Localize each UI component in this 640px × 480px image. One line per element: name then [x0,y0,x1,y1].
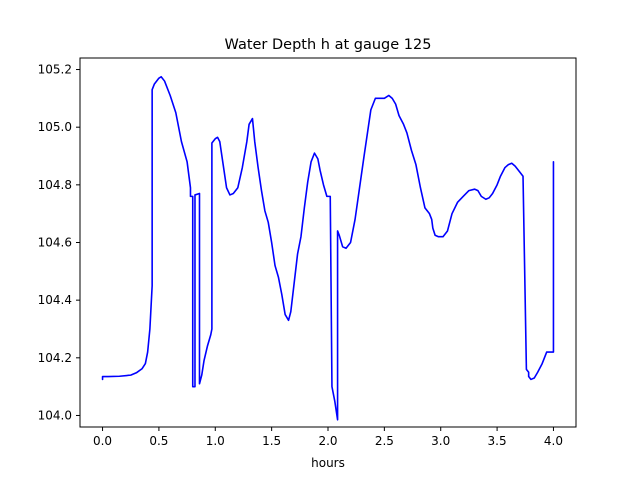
y-tick-label: 104.6 [38,236,72,250]
x-tick-label: 4.0 [544,434,563,448]
y-tick-label: 104.8 [38,178,72,192]
y-tick-label: 105.2 [38,63,72,77]
x-tick-label: 0.0 [93,434,112,448]
x-tick-label: 1.5 [262,434,281,448]
plot-frame [79,57,577,428]
y-tick-label: 104.2 [38,351,72,365]
x-tick-label: 3.0 [431,434,450,448]
x-tick-label: 1.0 [206,434,225,448]
y-tick-label: 105.0 [38,120,72,134]
series-line-0 [101,75,555,421]
axes: 0.0 0.5 1.0 1.5 2.0 2.5 3.0 3.5 4.0 104.0 104.2 104… [38,63,563,448]
x-tick-label: 2.0 [318,434,337,448]
x-tick-label: 3.5 [488,434,507,448]
x-tick-label: 2.5 [375,434,394,448]
plot-area [101,75,555,421]
chart-title: Water Depth h at gauge 125 [225,37,432,53]
y-tick-label: 104.0 [38,408,72,422]
y-tick-label: 104.4 [38,293,72,307]
x-axis-label: hours [311,456,345,470]
x-tick-label: 0.5 [149,434,168,448]
